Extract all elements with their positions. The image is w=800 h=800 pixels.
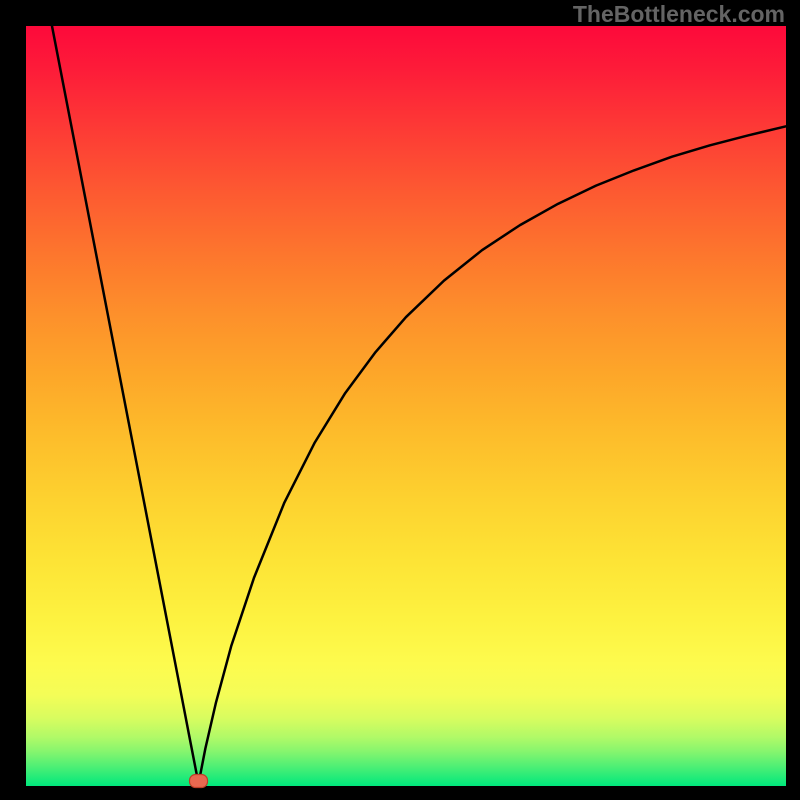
chart-svg (0, 0, 800, 800)
chart-frame: TheBottleneck.com (0, 0, 800, 800)
minimum-marker (190, 775, 208, 788)
watermark-text: TheBottleneck.com (573, 1, 785, 28)
plot-background (26, 26, 786, 786)
